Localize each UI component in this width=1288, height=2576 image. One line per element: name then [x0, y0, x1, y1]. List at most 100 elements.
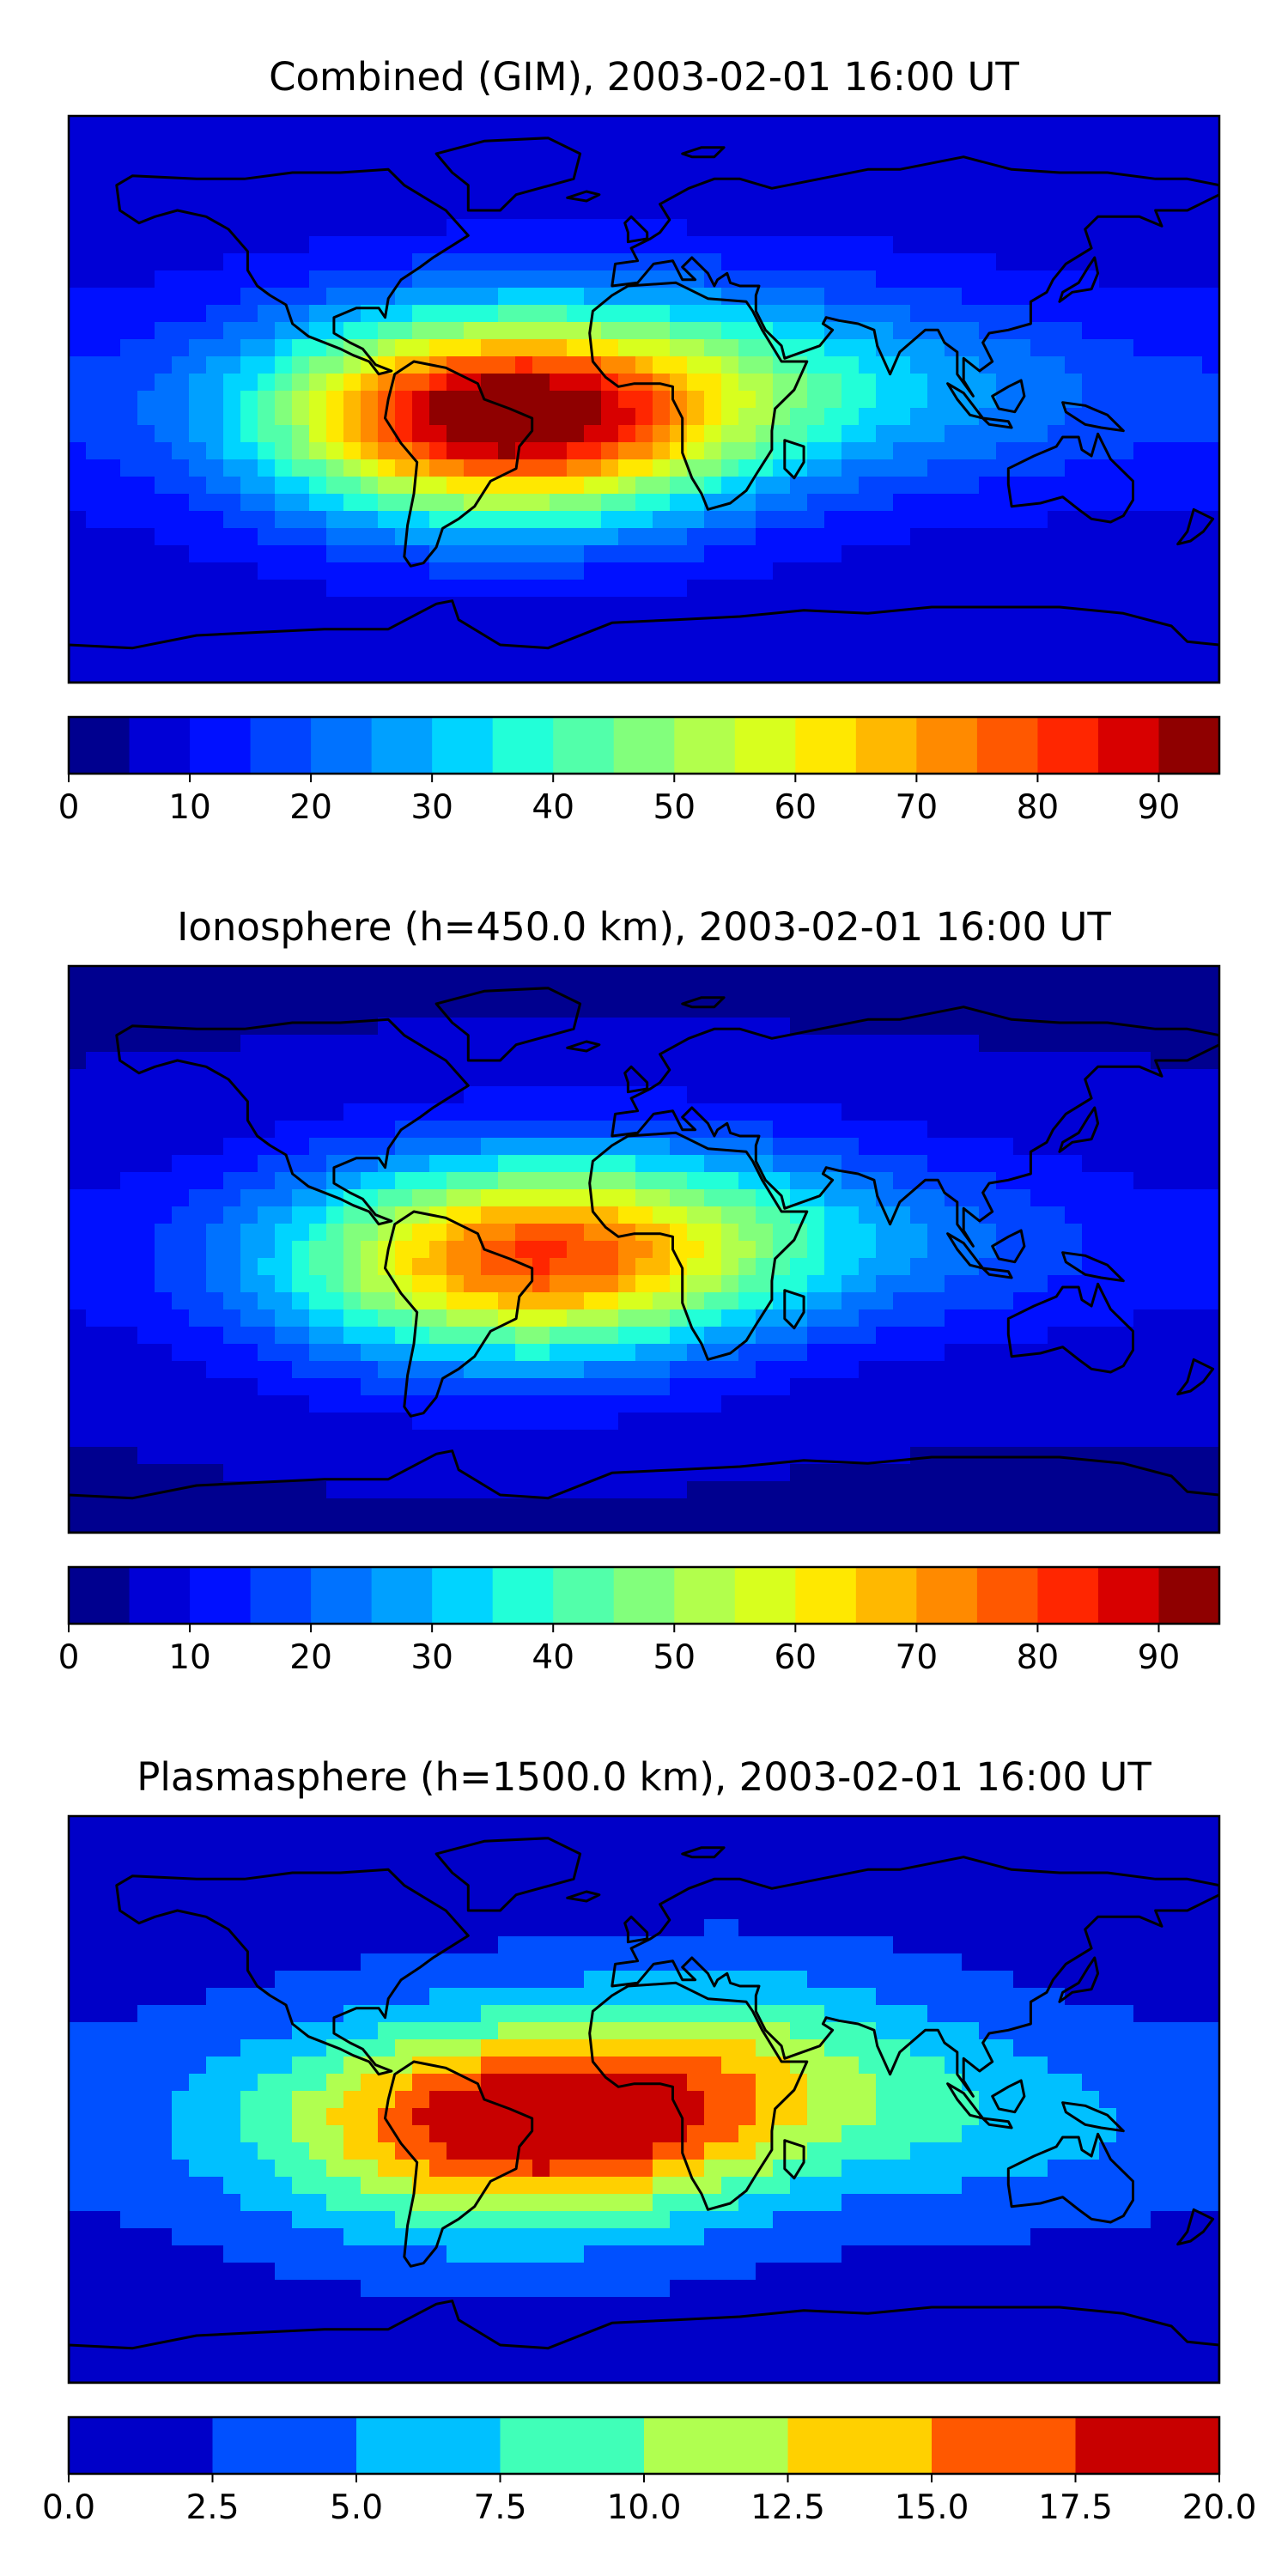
- contour-cell: [824, 1413, 842, 1431]
- contour-cell: [790, 1833, 808, 1851]
- contour-cell: [1013, 1850, 1031, 1868]
- contour-cell: [653, 1000, 671, 1018]
- contour-cell: [670, 1069, 688, 1087]
- contour-cell: [155, 1138, 173, 1156]
- contour-cell: [1082, 1498, 1100, 1516]
- contour-cell: [601, 442, 619, 460]
- contour-cell: [807, 1850, 825, 1868]
- contour-cell: [464, 1086, 482, 1104]
- contour-cell: [670, 597, 688, 615]
- contour-cell: [1151, 1850, 1169, 1868]
- contour-cell: [223, 1018, 241, 1036]
- contour-cell: [120, 185, 138, 203]
- contour-cell: [773, 528, 791, 546]
- contour-cell: [1030, 219, 1048, 237]
- contour-cell: [223, 1138, 241, 1156]
- colorbar-swatch: [432, 1567, 494, 1624]
- colorbar-tick-label: 80: [1017, 788, 1060, 827]
- contour-cell: [1013, 116, 1031, 134]
- contour-cell: [189, 1868, 207, 1886]
- contour-cell: [807, 253, 825, 271]
- contour-cell: [309, 562, 327, 580]
- contour-cell: [687, 150, 705, 168]
- contour-cell: [1099, 1035, 1117, 1053]
- contour-cell: [189, 1035, 207, 1053]
- contour-cell: [670, 1309, 688, 1327]
- contour-cell: [567, 236, 585, 254]
- contour-cell: [824, 597, 842, 615]
- contour-cell: [962, 1498, 980, 1516]
- contour-cell: [910, 1035, 928, 1053]
- contour-cell: [275, 339, 293, 357]
- contour-cell: [756, 1430, 774, 1448]
- contour-cell: [653, 1258, 671, 1276]
- contour-cell: [292, 1361, 310, 1379]
- contour-cell: [1202, 1172, 1219, 1190]
- contour-cell: [103, 1344, 121, 1362]
- contour-cell: [893, 288, 911, 306]
- contour-cell: [223, 1902, 241, 1920]
- contour-cell: [378, 648, 396, 666]
- contour-cell: [824, 391, 842, 409]
- contour-cell: [653, 648, 671, 666]
- contour-cell: [876, 1327, 894, 1345]
- contour-cell: [790, 1035, 808, 1053]
- contour-cell: [103, 477, 121, 495]
- contour-cell: [721, 477, 739, 495]
- contour-cell: [1133, 1378, 1151, 1396]
- contour-cell: [567, 133, 585, 151]
- contour-cell: [258, 133, 276, 151]
- contour-cell: [103, 545, 121, 563]
- contour-cell: [1168, 966, 1186, 984]
- contour-cell: [550, 1258, 568, 1276]
- contour-cell: [910, 1816, 928, 1834]
- contour-cell: [275, 1121, 293, 1139]
- contour-cell: [670, 1919, 688, 1937]
- contour-cell: [498, 288, 516, 306]
- contour-cell: [361, 1885, 379, 1903]
- contour-cell: [635, 408, 653, 426]
- contour-cell: [481, 442, 499, 460]
- contour-cell: [223, 1516, 241, 1533]
- contour-cell: [653, 477, 671, 495]
- contour-cell: [601, 1850, 619, 1868]
- contour-cell: [550, 1224, 568, 1242]
- contour-cell: [618, 1292, 636, 1310]
- contour-cell: [1202, 1155, 1219, 1173]
- contour-cell: [292, 597, 310, 615]
- contour-cell: [86, 219, 104, 237]
- contour-cell: [962, 1447, 980, 1465]
- contour-cell: [189, 1224, 207, 1242]
- contour-cell: [223, 631, 241, 649]
- contour-cell: [532, 1086, 550, 1104]
- contour-cell: [1099, 597, 1117, 615]
- contour-cell: [996, 288, 1014, 306]
- contour-cell: [1202, 494, 1219, 512]
- contour-cell: [292, 648, 310, 666]
- contour-cell: [498, 1344, 516, 1362]
- contour-cell: [275, 511, 293, 529]
- contour-cell: [910, 1258, 928, 1276]
- contour-cell: [704, 1241, 722, 1259]
- contour-cell: [704, 1258, 722, 1276]
- contour-cell: [292, 1275, 310, 1293]
- contour-cell: [223, 983, 241, 1001]
- contour-cell: [979, 1464, 997, 1482]
- contour-cell: [155, 442, 173, 460]
- contour-cell: [137, 1086, 155, 1104]
- contour-cell: [155, 1275, 173, 1293]
- contour-cell: [1116, 1103, 1134, 1121]
- contour-cell: [69, 545, 87, 563]
- contour-cell: [378, 322, 396, 340]
- contour-cell: [343, 1224, 361, 1242]
- contour-cell: [635, 1413, 653, 1431]
- contour-cell: [841, 408, 860, 426]
- contour-cell: [172, 545, 190, 563]
- contour-cell: [670, 1816, 688, 1834]
- contour-cell: [69, 1919, 87, 1937]
- contour-cell: [670, 1902, 688, 1920]
- contour-cell: [498, 459, 516, 477]
- contour-cell: [1133, 219, 1151, 237]
- contour-cell: [807, 1035, 825, 1053]
- contour-cell: [326, 1138, 344, 1156]
